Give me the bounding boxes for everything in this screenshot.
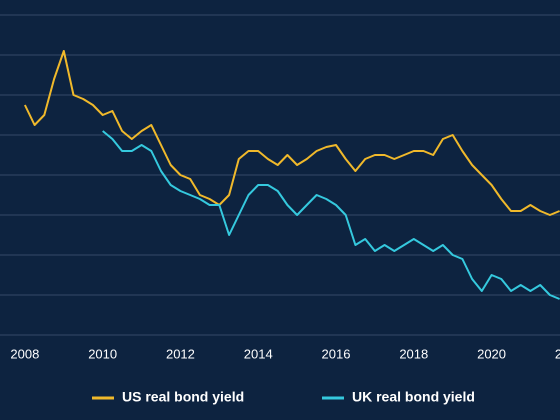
x-tick-label: 2012 [166,346,195,361]
series-line [102,130,560,300]
x-tick-label: 2020 [477,346,506,361]
x-tick-label: 2018 [399,346,428,361]
x-tick-label: 2014 [244,346,273,361]
legend-label: UK real bond yield [352,389,475,405]
x-tick-label: 2008 [10,346,39,361]
x-tick-label: 2010 [88,346,117,361]
x-tick-label: 2022 [555,346,560,361]
legend-label: US real bond yield [122,389,244,405]
x-tick-label: 2016 [322,346,351,361]
series-line [24,50,560,216]
